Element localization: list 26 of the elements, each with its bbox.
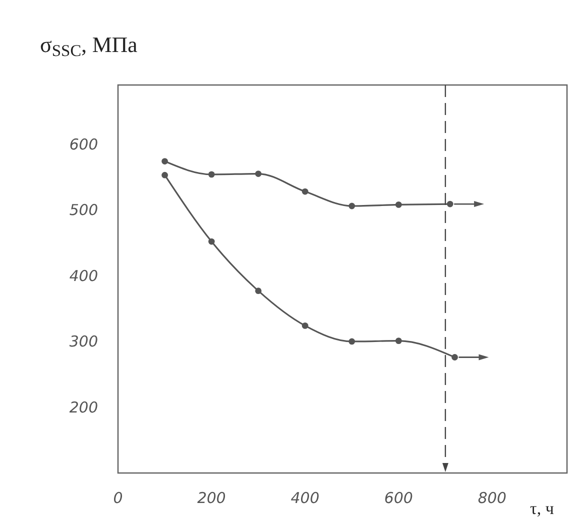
x-tick-label: 400 xyxy=(290,489,320,507)
point xyxy=(302,188,308,195)
point xyxy=(348,202,356,210)
point xyxy=(395,201,402,208)
point xyxy=(162,158,168,164)
point xyxy=(208,238,215,245)
point xyxy=(302,322,308,329)
x-tick-label: 0 xyxy=(113,489,123,507)
point xyxy=(452,354,458,360)
y-tick-label: 400 xyxy=(69,266,98,285)
point xyxy=(446,200,454,208)
y-tick-label: 600 xyxy=(69,135,98,154)
y-tick-label: 300 xyxy=(69,332,98,351)
y-tick-label: 200 xyxy=(69,398,98,416)
point xyxy=(255,288,262,294)
y-tick-label: 500 xyxy=(69,201,98,220)
y-axis-title: σ$_{SSC}$, МПа xyxy=(40,32,138,60)
x-tick-label: 200 xyxy=(197,489,226,507)
point xyxy=(348,338,356,345)
point xyxy=(395,338,402,344)
x-tick-label: 600 xyxy=(384,489,413,507)
x-tick-label: 800 xyxy=(478,489,506,507)
point xyxy=(208,171,215,178)
point xyxy=(255,170,262,177)
x-axis-title: τ, ч xyxy=(530,499,554,518)
point xyxy=(162,172,168,178)
